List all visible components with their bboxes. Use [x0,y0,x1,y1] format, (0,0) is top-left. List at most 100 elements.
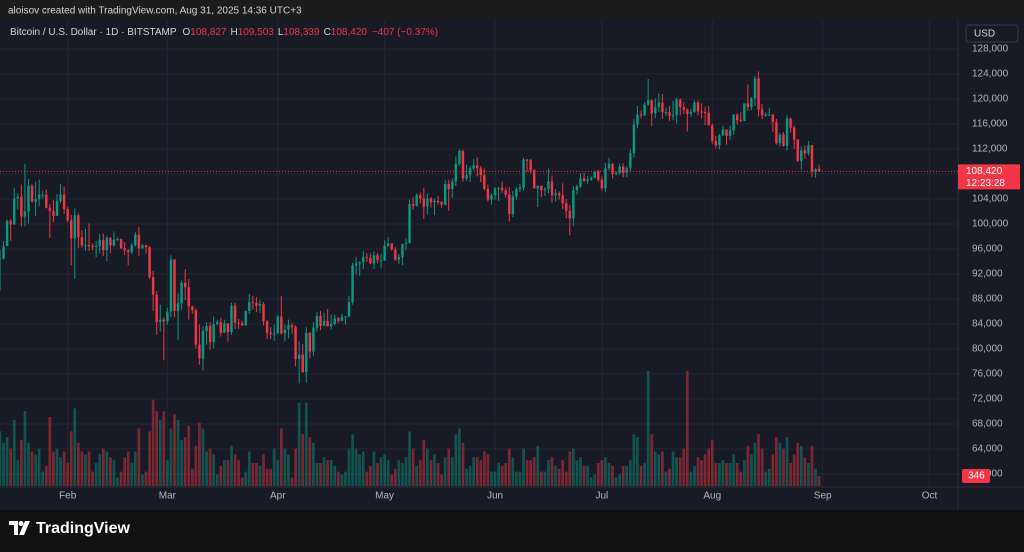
candle-body [540,185,543,191]
candle-body [643,104,646,116]
volume-bar [600,460,604,486]
volume-bar [354,448,358,486]
candle-body [657,102,661,108]
candle-body [386,243,390,246]
volume-bar [586,465,589,486]
volume-bar [301,434,305,486]
y-tick-label: 128,000 [972,44,1009,55]
y-tick-label: 92,000 [972,269,1003,280]
volume-bar [550,457,554,486]
y-tick-label: 124,000 [972,69,1009,80]
y-tick-label: 96,000 [972,244,1003,255]
volume-bar [543,471,547,486]
candle-body [20,196,23,217]
candle-body [169,259,173,312]
candle-body [721,129,725,136]
volume-bar [230,445,233,486]
candle-layer [0,71,821,384]
candle-body [451,181,454,189]
x-tick-label: Jun [487,491,503,502]
candle-body [771,114,775,123]
candle-body [390,243,393,250]
candle-body [611,164,614,174]
volume-bar [173,414,176,486]
candle-body [362,257,365,263]
volume-bar [461,442,465,486]
candle-body [607,164,611,169]
candle-body [639,114,643,116]
candle-body [94,245,98,247]
candle-body [614,172,618,174]
volume-bar [408,431,411,486]
x-tick-label: Mar [159,491,177,502]
legend-key: H [230,27,237,38]
volume-bar [347,448,351,486]
volume-bar [607,463,611,486]
candle-body [294,327,297,359]
volume-bar [351,434,354,486]
volume-bar [497,463,500,486]
volume-bar [383,454,386,486]
candle-body [87,245,91,247]
candle-body [287,325,290,330]
candle-body [219,322,223,333]
volume-bar [771,454,775,486]
candle-body [273,333,276,335]
volume-bar [226,460,230,486]
candle-body [30,185,34,202]
volume-bar [283,448,287,486]
volume-bar [757,434,760,486]
legend: Bitcoin / U.S. Dollar · 1D · BITSTAMP O10… [10,27,438,38]
candle-body [5,220,9,246]
legend-key: C [324,27,331,38]
candle-body [443,184,447,205]
volume-bar [126,451,130,486]
y-tick-label: 84,000 [972,319,1003,330]
candle-body [800,150,803,161]
candle-body [415,195,418,206]
volume-bar [515,471,518,486]
volume-bar [500,465,504,486]
volume-bar [223,460,226,486]
candle-body [735,114,739,121]
candle-body [365,257,369,259]
candle-body [618,166,621,173]
candle-body [796,139,799,161]
volume-label: 346 [968,471,985,482]
volume-bar [265,468,269,486]
x-tick-label: Apr [270,491,286,502]
candle-body [753,78,757,99]
candle-body [340,317,344,321]
volume-bar [689,471,693,486]
volume-bar [750,454,753,486]
candle-body [13,198,16,225]
candle-body [654,107,657,114]
volume-bar [572,448,575,486]
volume-bar [344,471,347,486]
volume-bar [436,463,440,486]
volume-bar [685,371,689,486]
volume-bar [98,454,102,486]
volume-bar [775,437,778,486]
candle-body [91,245,94,247]
candle-body [123,248,126,251]
candle-body [144,245,148,248]
volume-bar [714,463,718,486]
legend-change: −407 (−0.37%) [372,27,438,38]
candle-body [251,302,255,304]
candle-body [37,194,41,199]
candle-body [426,198,429,207]
currency-button[interactable] [965,24,1019,43]
volume-bar [404,457,408,486]
volume-bar [240,477,244,486]
volume-bar [141,474,144,486]
volume-bar [144,471,148,486]
candle-body [126,250,130,253]
candle-body [148,247,151,278]
volume-bar [369,465,372,486]
volume-bar [742,460,746,486]
volume-bar [753,442,757,486]
currency-label[interactable]: USD [974,29,995,40]
candle-body [664,112,668,114]
